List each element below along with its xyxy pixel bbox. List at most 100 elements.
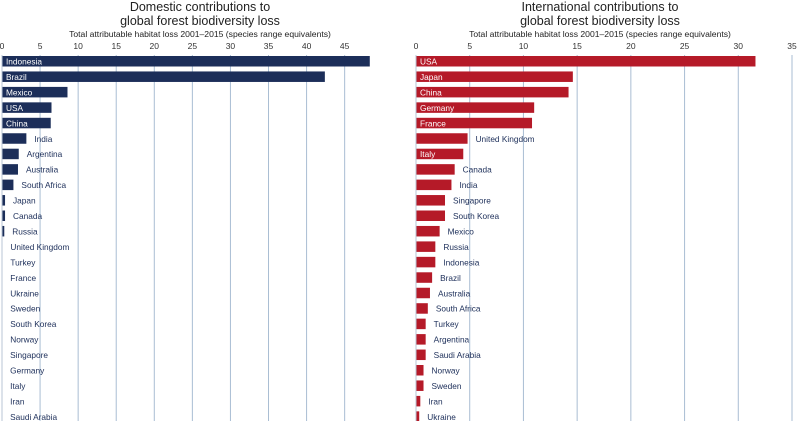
bar-category-label: China bbox=[420, 87, 442, 97]
bar-category-label: Norway bbox=[432, 366, 461, 376]
axis-label: Total attributable habitat loss 2001–201… bbox=[469, 29, 731, 39]
domestic-bar-chart: 0 5 10 15 20 25 30 35 40 45 Indonesia Brazil Mexico U… bbox=[0, 41, 370, 421]
bar-category-label: Mexico bbox=[6, 87, 33, 97]
bar bbox=[2, 148, 19, 160]
bar bbox=[2, 210, 6, 221]
chart-title-line-2: global forest biodiversity loss bbox=[120, 14, 280, 28]
x-tick-label: 10 bbox=[73, 41, 83, 51]
bar-category-label: South Africa bbox=[436, 304, 481, 314]
bar-category-label: Germany bbox=[10, 366, 45, 376]
bar bbox=[2, 133, 27, 144]
x-tick-label: 5 bbox=[38, 41, 43, 51]
x-tick-label: 40 bbox=[302, 41, 312, 51]
bar-category-label: Saudi Arabia bbox=[10, 412, 57, 421]
chart-title-line-1: International contributions to bbox=[521, 0, 679, 14]
bar bbox=[416, 256, 436, 268]
bar-category-label: Argentina bbox=[27, 149, 63, 159]
bar-category-label: Ukraine bbox=[427, 412, 456, 421]
bar bbox=[416, 133, 468, 144]
bar-category-label: South Korea bbox=[10, 319, 57, 329]
bar bbox=[416, 349, 426, 361]
x-tick-label: 45 bbox=[340, 41, 350, 51]
bar bbox=[416, 272, 433, 283]
bar-category-label: Brazil bbox=[440, 273, 461, 283]
chart-title: Domestic contributions to global forest … bbox=[0, 0, 400, 28]
bar-category-label: Iran bbox=[10, 396, 25, 406]
x-tick-label: 35 bbox=[787, 41, 797, 51]
bar bbox=[2, 225, 5, 237]
bar bbox=[416, 225, 440, 237]
x-tick-label: 0 bbox=[0, 41, 5, 51]
bar bbox=[416, 86, 569, 98]
bar-category-label: Australia bbox=[26, 165, 59, 175]
bar bbox=[2, 71, 325, 82]
bar-category-label: USA bbox=[420, 57, 438, 67]
international-panel: International contributions to global fo… bbox=[400, 0, 800, 421]
x-tick-label: 30 bbox=[226, 41, 236, 51]
x-tick-label: 15 bbox=[572, 41, 582, 51]
bar-category-label: Canada bbox=[463, 165, 492, 175]
bar-category-label: China bbox=[6, 118, 28, 128]
bar-category-label: Italy bbox=[420, 149, 436, 159]
bar bbox=[416, 102, 535, 113]
bar bbox=[2, 195, 6, 206]
bar-category-label: Russia bbox=[443, 242, 469, 252]
bar-category-label: Singapore bbox=[453, 196, 491, 206]
bar-category-label: Indonesia bbox=[6, 57, 42, 67]
bar-category-label: South Africa bbox=[21, 180, 66, 190]
bar bbox=[416, 334, 426, 345]
domestic-panel: Domestic contributions to global forest … bbox=[0, 0, 400, 421]
bar-category-label: Argentina bbox=[434, 335, 470, 345]
bar-category-label: Mexico bbox=[448, 226, 475, 236]
chart-title: International contributions to global fo… bbox=[400, 0, 800, 28]
bar bbox=[2, 117, 51, 129]
x-tick-label: 0 bbox=[414, 41, 419, 51]
bar bbox=[416, 164, 455, 175]
bar-category-label: Sweden bbox=[10, 304, 40, 314]
bar bbox=[416, 411, 420, 421]
bar-category-label: Turkey bbox=[10, 257, 36, 267]
bar-category-label: Ukraine bbox=[10, 288, 39, 298]
bar-category-label: India bbox=[34, 134, 52, 144]
bar-category-label: France bbox=[10, 273, 36, 283]
bar-category-label: Singapore bbox=[10, 350, 48, 360]
international-bar-chart: 0 5 10 15 20 25 30 35 USA Japan China Germany France… bbox=[414, 41, 797, 421]
bar bbox=[416, 303, 428, 314]
bar-category-label: United Kingdom bbox=[10, 242, 69, 252]
bar-category-label: France bbox=[420, 118, 446, 128]
x-tick-label: 30 bbox=[734, 41, 744, 51]
bar bbox=[416, 71, 573, 82]
bar-category-label: Norway bbox=[10, 335, 39, 345]
bar bbox=[416, 210, 446, 221]
axis-label: Total attributable habitat loss 2001–201… bbox=[69, 29, 331, 39]
bar bbox=[416, 117, 533, 129]
bar-category-label: Japan bbox=[13, 196, 36, 206]
bar-category-label: Sweden bbox=[432, 381, 462, 391]
chart-title-line-2: global forest biodiversity loss bbox=[520, 14, 680, 28]
bar bbox=[416, 241, 436, 252]
bar bbox=[2, 56, 370, 67]
bar bbox=[416, 395, 421, 407]
bar-category-label: Saudi Arabia bbox=[434, 350, 481, 360]
bar bbox=[416, 287, 430, 299]
chart-title-line-1: Domestic contributions to bbox=[129, 0, 271, 14]
x-tick-label: 25 bbox=[680, 41, 690, 51]
x-tick-label: 15 bbox=[111, 41, 121, 51]
bar-category-label: India bbox=[459, 180, 477, 190]
bar-category-label: Indonesia bbox=[443, 257, 479, 267]
bar-category-label: Italy bbox=[10, 381, 26, 391]
bar-category-label: Japan bbox=[420, 72, 443, 82]
bar-category-label: Russia bbox=[12, 226, 38, 236]
bar bbox=[2, 102, 52, 113]
bar bbox=[416, 380, 424, 391]
bar-category-label: Brazil bbox=[6, 72, 27, 82]
bar-category-label: Australia bbox=[438, 288, 471, 298]
bar bbox=[416, 56, 756, 67]
x-tick-label: 25 bbox=[188, 41, 198, 51]
bar bbox=[416, 179, 452, 191]
bar bbox=[2, 179, 14, 191]
bar-category-label: Iran bbox=[428, 396, 443, 406]
x-tick-label: 20 bbox=[626, 41, 636, 51]
bar bbox=[416, 318, 426, 330]
